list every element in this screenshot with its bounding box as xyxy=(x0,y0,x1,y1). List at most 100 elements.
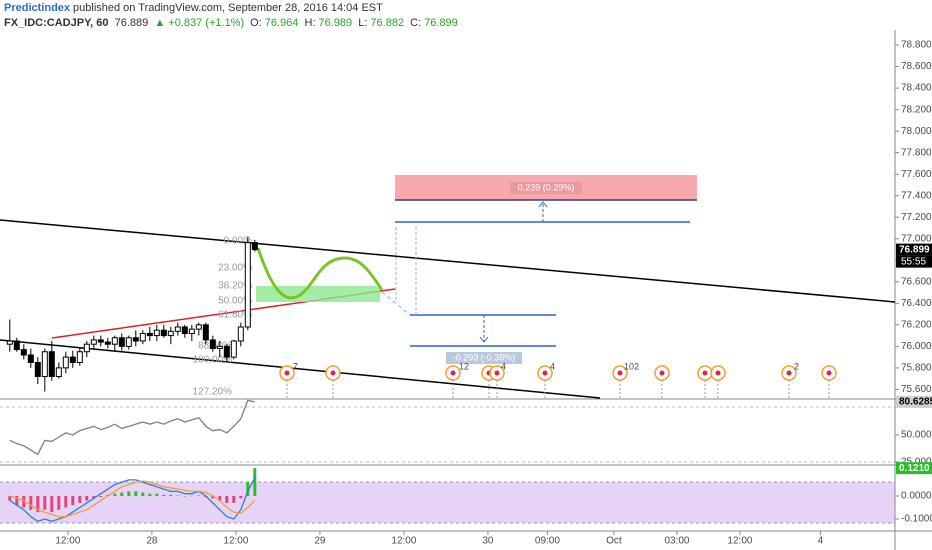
x-tick-label: 12:00 xyxy=(223,536,248,547)
fib-label: 0.00% xyxy=(224,236,252,247)
y-tick-label: 78.600 xyxy=(901,61,932,72)
candle-body xyxy=(6,340,13,345)
candle-body xyxy=(62,356,69,369)
candle-body xyxy=(188,328,195,334)
x-tick-label: 28 xyxy=(146,536,158,547)
l-label: L: xyxy=(358,17,368,29)
countdown-bg xyxy=(896,255,932,268)
candle-body xyxy=(27,354,34,363)
event-count: 102 xyxy=(624,361,639,371)
y-tick-label: 78.000 xyxy=(901,126,932,137)
projection-curve xyxy=(256,247,384,300)
h: 76.989 xyxy=(318,17,353,29)
current-value-label: 80.6285 xyxy=(899,397,932,408)
x-tick-label: 12:00 xyxy=(55,536,80,547)
histogram-bar xyxy=(15,495,19,506)
histogram-bar xyxy=(134,491,138,496)
histogram-bar xyxy=(155,493,159,496)
candle-body xyxy=(69,356,76,363)
y-tick-label: 77.400 xyxy=(901,190,932,201)
histogram-bar xyxy=(22,495,26,508)
candle-body xyxy=(104,341,111,345)
y-tick-label: 0.0000 xyxy=(901,491,932,502)
candle-body xyxy=(118,337,125,347)
candle-body xyxy=(139,332,146,342)
histogram-bar xyxy=(85,495,89,501)
series-line xyxy=(9,477,256,523)
histogram-bar xyxy=(50,495,54,513)
y-tick-label: 78.400 xyxy=(901,83,932,94)
x-tick-label: 03:00 xyxy=(664,536,689,547)
histogram-bar xyxy=(162,494,166,496)
candle-body xyxy=(20,349,27,356)
event-dot xyxy=(786,370,792,376)
event-dot xyxy=(715,370,721,376)
event-dot xyxy=(284,370,290,376)
y-tick-label: 77.200 xyxy=(901,212,932,223)
candle-body xyxy=(76,351,83,363)
event-count: 4 xyxy=(550,361,555,371)
fib-label: 100.00% xyxy=(193,355,233,366)
channel-line xyxy=(0,219,896,303)
arrow-head xyxy=(479,336,489,343)
x-tick-label: 30 xyxy=(482,536,494,547)
countdown: 55:55 xyxy=(901,256,926,267)
current-value-bg xyxy=(896,462,932,475)
current-value-label: 76.899 xyxy=(899,244,930,255)
histogram-bar xyxy=(99,495,103,498)
histogram-bar xyxy=(71,495,75,506)
candle-body xyxy=(34,361,41,377)
fib-label: 38.20% xyxy=(218,281,252,292)
histogram-bar xyxy=(225,495,229,503)
event-count: 4 xyxy=(501,361,506,371)
publisher[interactable]: Predictindex xyxy=(4,2,71,14)
histogram-bar xyxy=(36,495,40,513)
x-tick-label: Oct xyxy=(606,536,622,547)
candle-body xyxy=(223,345,230,358)
target-label: -0.293 (-0.38%) xyxy=(453,352,516,362)
h-label: H: xyxy=(304,17,316,29)
c: 76.899 xyxy=(424,17,458,29)
o-label: O: xyxy=(250,17,262,29)
histogram-bar xyxy=(78,495,82,503)
event-count: 2 xyxy=(794,361,799,371)
candle-body xyxy=(125,337,132,347)
last: 76.889 xyxy=(114,17,149,29)
y-tick-label: 77.600 xyxy=(901,169,932,180)
histogram-bar xyxy=(190,495,194,497)
label-bg xyxy=(510,182,582,194)
histogram-bar xyxy=(211,495,215,499)
candle-body xyxy=(146,332,153,337)
histogram-bar xyxy=(218,495,222,501)
histogram-bar xyxy=(176,495,180,497)
histogram-bar xyxy=(43,495,47,510)
current-value-label: 0.1210 xyxy=(899,463,930,474)
candle-body xyxy=(97,339,104,343)
series-line xyxy=(9,399,255,456)
event-dot xyxy=(617,370,623,376)
histogram-bar xyxy=(246,482,250,496)
fib-label: 50.00% xyxy=(218,296,252,307)
series-line xyxy=(9,480,256,518)
symbol-line: FX_IDC:CADJPY, 60 76.889 ▲ +0.837 (+1.1%… xyxy=(4,17,461,29)
event-dot xyxy=(494,370,500,376)
channel-line xyxy=(0,339,601,399)
event-count: 7 xyxy=(293,361,298,371)
event-dot xyxy=(330,370,336,376)
fib-label: 61.80% xyxy=(218,310,252,321)
candle-body xyxy=(237,326,244,342)
published: published on TradingView.com, September … xyxy=(73,2,383,14)
histogram-bar xyxy=(183,495,187,497)
macd-band xyxy=(0,482,895,523)
candle-body xyxy=(216,345,223,350)
y-tick-label: 75.600 xyxy=(901,384,932,395)
y-tick-label: 77.800 xyxy=(901,147,932,158)
histogram-bar xyxy=(64,495,68,508)
symbol: FX_IDC:CADJPY, 60 xyxy=(4,17,109,29)
current-value-bg xyxy=(896,395,932,408)
x-tick-label: 12:00 xyxy=(391,536,416,547)
candle-body xyxy=(55,367,62,377)
event-dot xyxy=(702,370,708,376)
y-tick-label: 77.000 xyxy=(901,233,932,244)
